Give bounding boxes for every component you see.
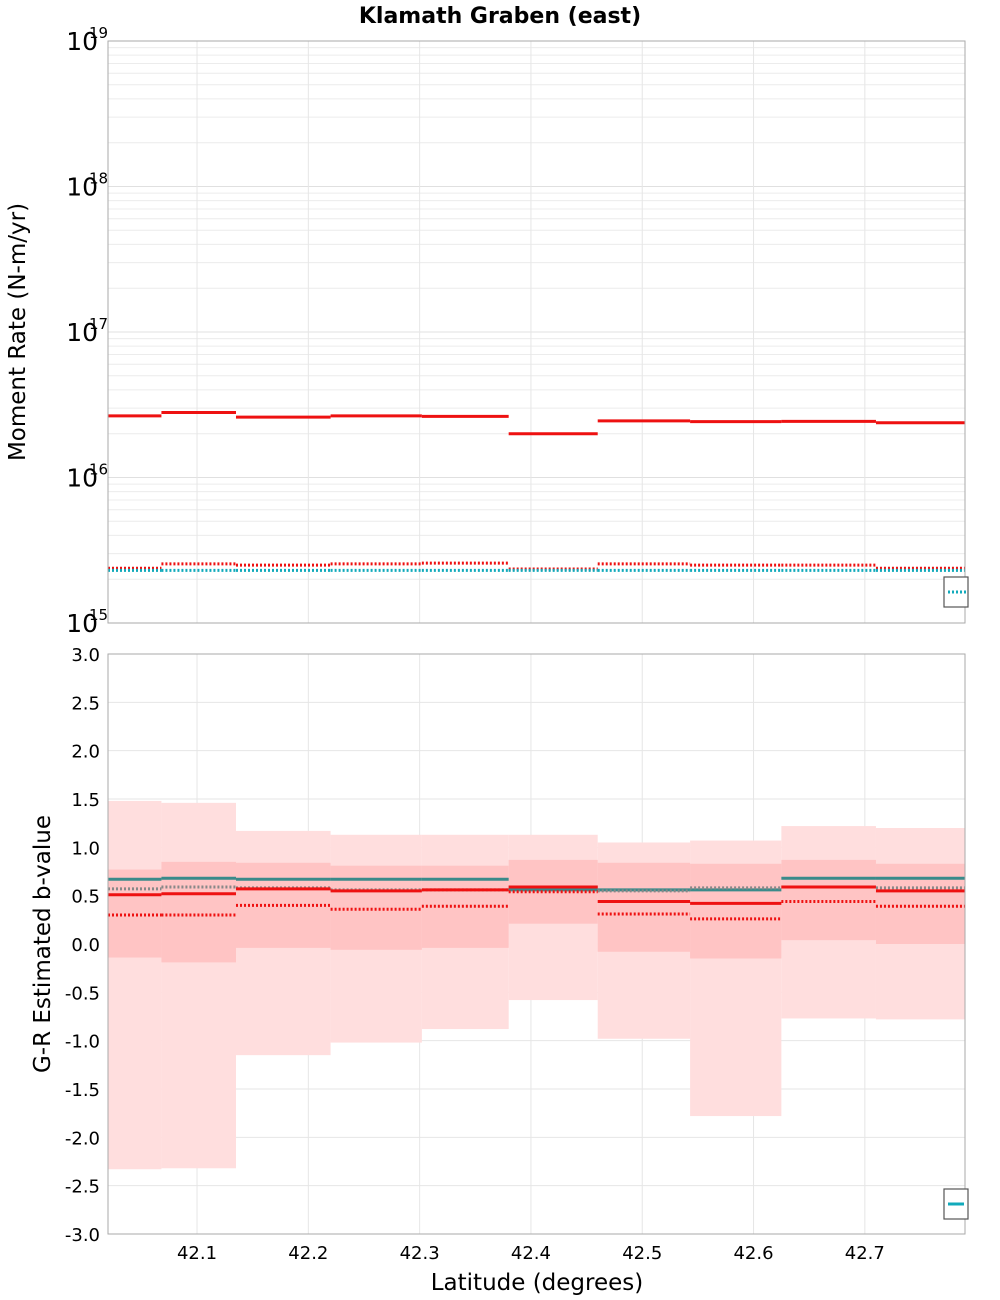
x-axis-label: Latitude (degrees): [431, 1270, 644, 1296]
moment-rate-frame: [107, 40, 966, 624]
moment-rate-legend: [943, 576, 969, 608]
inner-band-bin: [597, 862, 691, 952]
y-tick-exponent: 18: [89, 170, 108, 188]
y-tick-label: -2.0: [65, 1128, 100, 1149]
outer-band-bin: [108, 800, 162, 1170]
b-value-legend: [943, 1188, 969, 1220]
y-tick-label: -0.5: [65, 983, 100, 1004]
y-tick-label: -2.5: [65, 1177, 100, 1198]
x-tick-label: 42.4: [511, 1243, 551, 1264]
x-tick-label: 42.6: [733, 1243, 773, 1264]
inner-band-bin: [781, 859, 876, 941]
inner-band-bin: [690, 863, 782, 959]
inner-band-bin: [235, 862, 331, 948]
b-value-panel: 3.0 2.5 2.0 1.5 1.0 0.5 0.0 -0.5 -1.0 -1.5 -2.0 -2.…: [30, 645, 969, 1296]
y-tick-base: 10: [66, 27, 98, 56]
moment-rate-ylabel: Moment Rate (N-m/yr): [5, 203, 31, 461]
y-tick-label: 2.0: [71, 742, 100, 763]
x-tick-label: 42.1: [177, 1243, 217, 1264]
y-tick-label: -3.0: [65, 1225, 100, 1246]
x-tick-label: 42.3: [400, 1243, 440, 1264]
y-tick-label: 0.5: [71, 887, 100, 908]
y-tick-exponent: 17: [89, 315, 108, 333]
y-tick-base: 10: [66, 173, 98, 202]
b-value-frame: [107, 653, 966, 1235]
y-tick-label: -1.0: [65, 1032, 100, 1053]
y-tick-exponent: 16: [89, 461, 108, 479]
y-tick-label: -1.5: [65, 1080, 100, 1101]
y-tick-base: 10: [66, 464, 98, 493]
y-tick-label: 1.5: [71, 790, 100, 811]
y-tick-base: 10: [66, 318, 98, 347]
y-tick-label: 3.0: [71, 645, 100, 666]
y-tick-base: 10: [66, 609, 98, 638]
chart-title: Klamath Graben (east): [359, 4, 641, 29]
b-value-ylabel: G-R Estimated b-value: [30, 815, 56, 1073]
y-tick-exponent: 19: [89, 24, 108, 42]
x-tick-label: 42.2: [288, 1243, 328, 1264]
x-tick-label: 42.7: [845, 1243, 885, 1264]
x-tick-label: 42.5: [622, 1243, 662, 1264]
y-tick-exponent: 15: [89, 606, 108, 624]
y-tick-label: 0.0: [71, 935, 100, 956]
inner-band-bin: [875, 863, 965, 944]
y-tick-label: 1.0: [71, 838, 100, 859]
y-tick-label: 2.5: [71, 693, 100, 714]
outer-band-bin: [161, 802, 236, 1169]
